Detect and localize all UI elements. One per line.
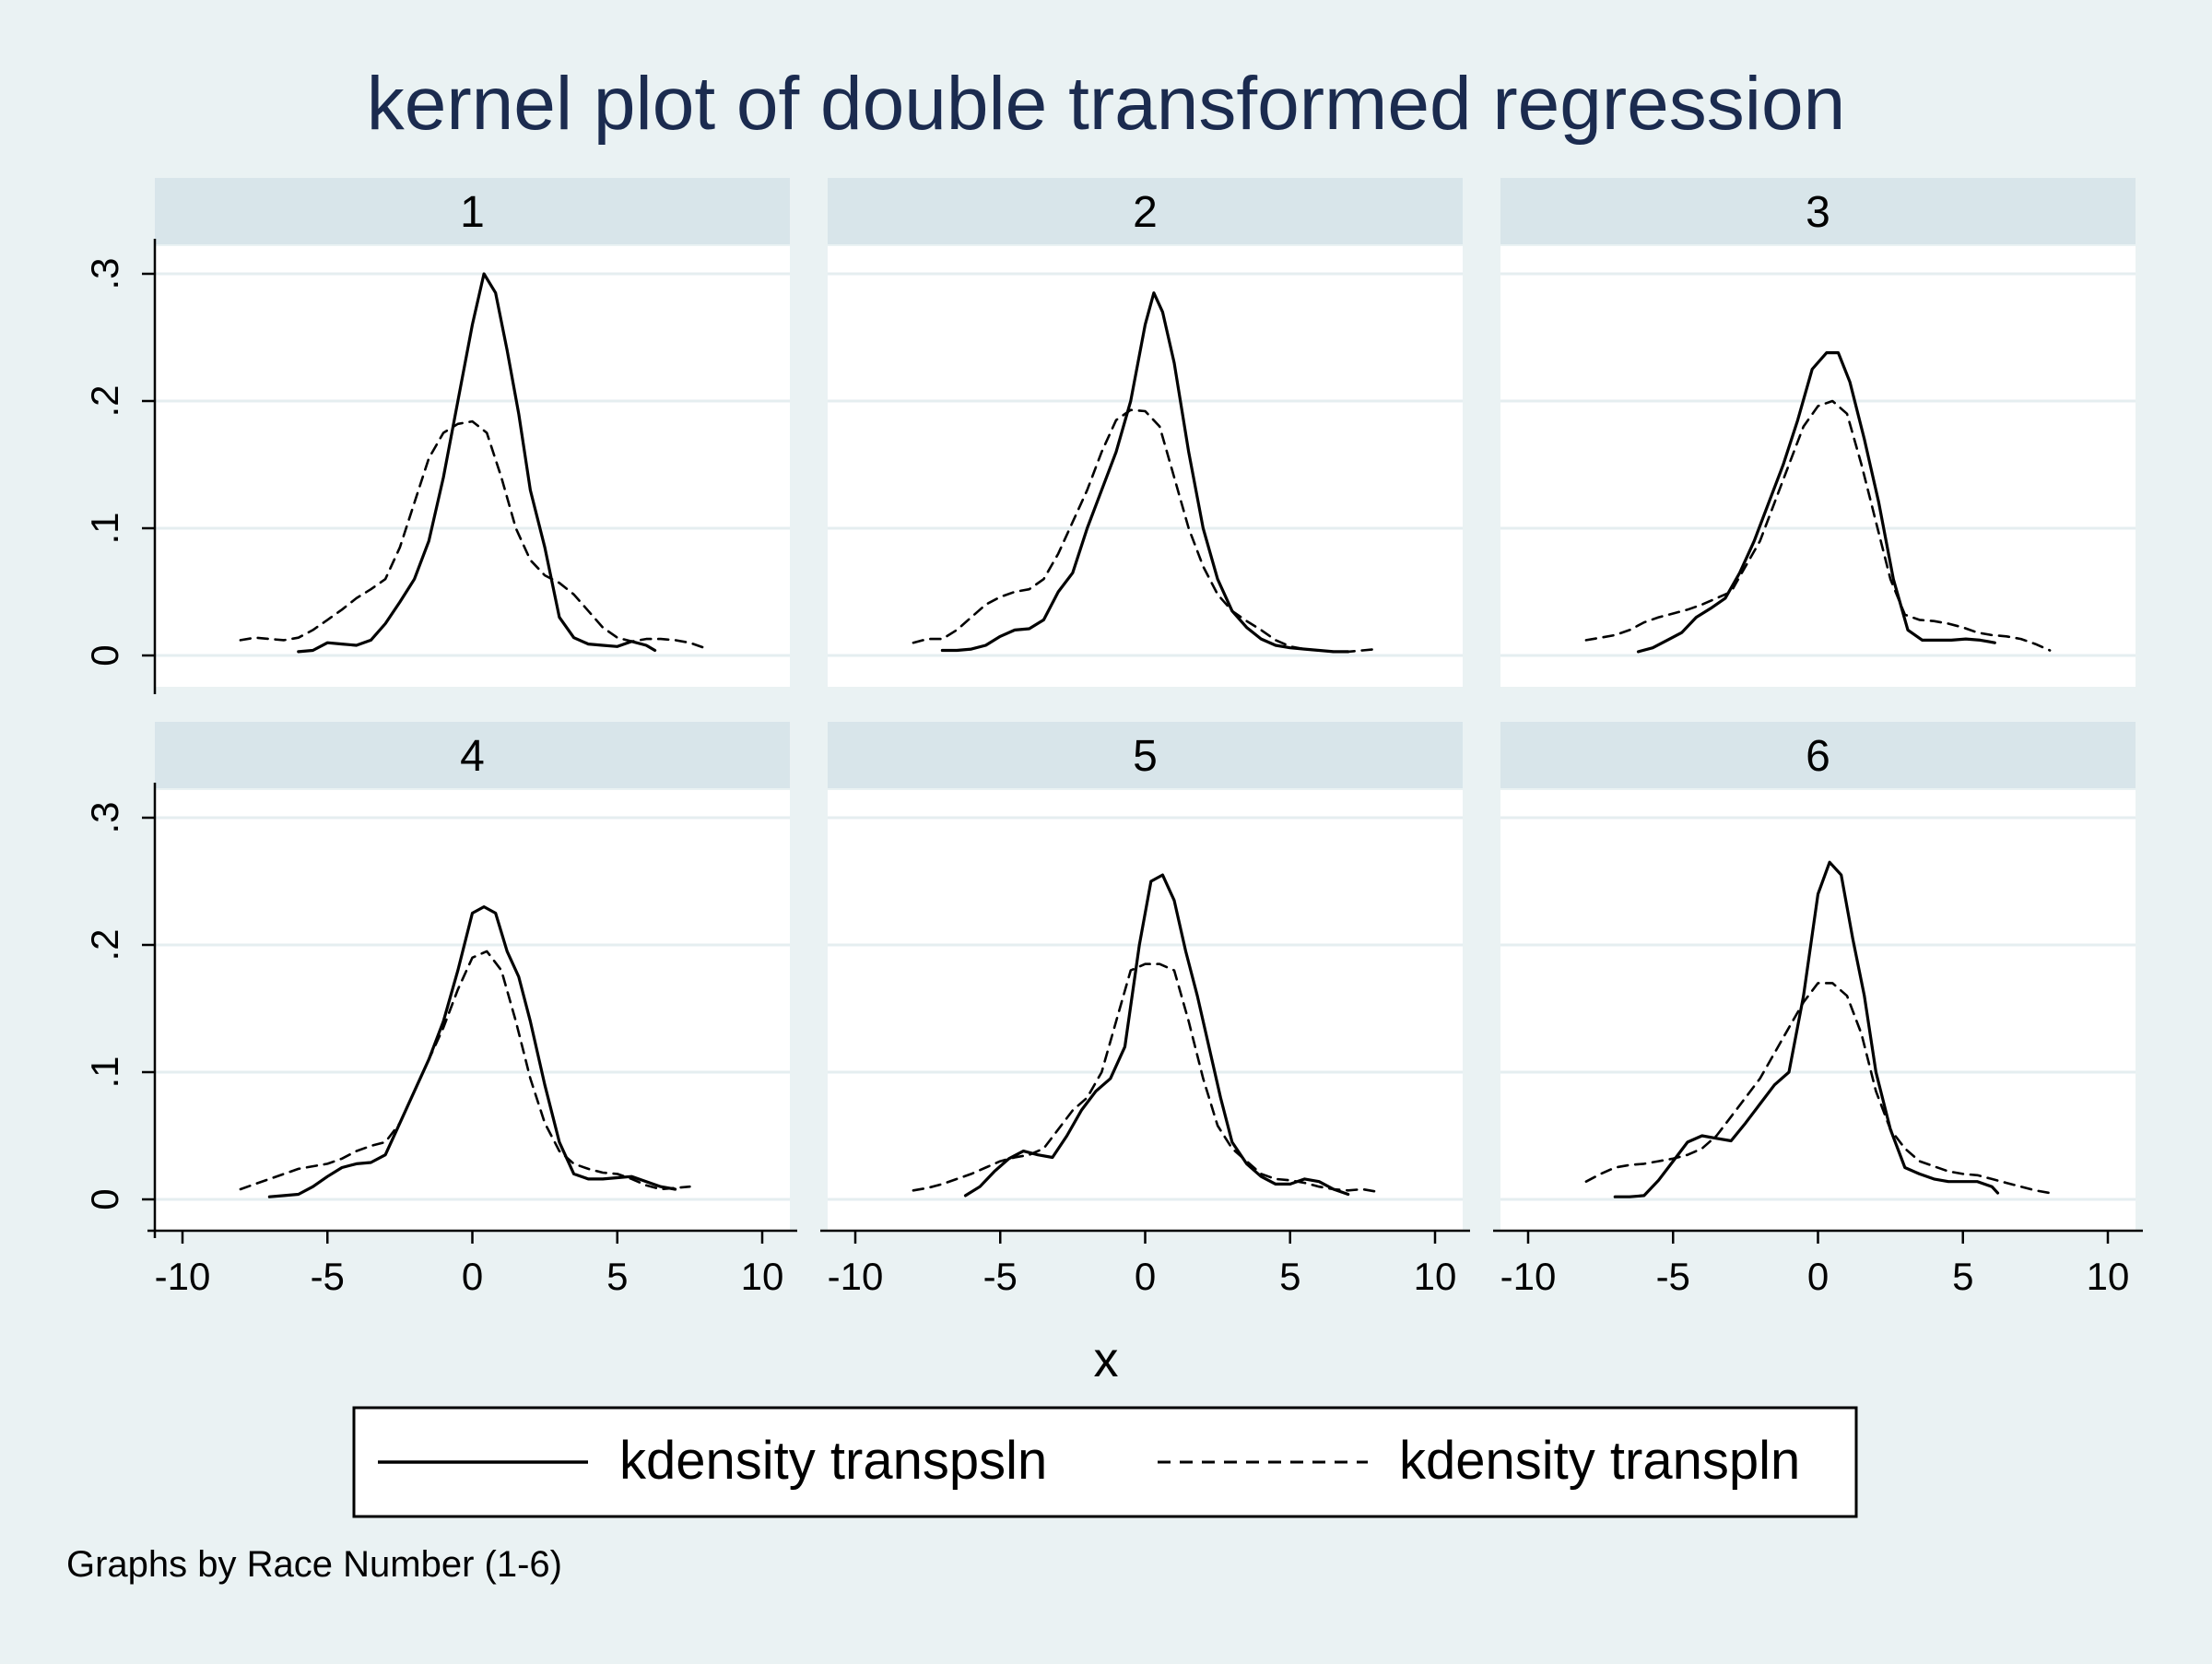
series-line-transpsln <box>940 291 1350 654</box>
x-tick-label: -5 <box>983 1255 1018 1298</box>
panel-strip <box>155 178 790 244</box>
panel-label: 5 <box>1133 732 1158 781</box>
panel-strip <box>1500 178 2136 244</box>
panel-label: 6 <box>1806 732 1830 781</box>
panel-4: 4 0 .1 .2 .3 -10 -5 0 5 10 <box>83 722 797 1298</box>
y-tick-label: 0 <box>83 1188 126 1210</box>
x-tick-label: 0 <box>1807 1255 1829 1298</box>
x-tick-label: 0 <box>462 1255 483 1298</box>
x-tick-label: 5 <box>1952 1255 1973 1298</box>
x-tick-label: 10 <box>2087 1255 2130 1298</box>
series-line-transpsln <box>1636 351 1996 654</box>
legend-frame <box>352 1406 1858 1518</box>
x-tick-label: -10 <box>1500 1255 1557 1298</box>
series-line-transpln <box>239 419 706 649</box>
series-line-transpsln <box>1613 860 2000 1198</box>
y-tick-label: 0 <box>83 644 126 666</box>
legend-label-solid: kdensity transpsln <box>619 1431 1047 1491</box>
plot-area <box>155 246 790 687</box>
panel-strip <box>828 722 1463 788</box>
series-line-transpln <box>239 950 691 1191</box>
y-tick-label: .3 <box>83 257 126 289</box>
series-line-transpsln <box>267 905 677 1198</box>
x-tick-label: 5 <box>1279 1255 1300 1298</box>
x-tick-label: 5 <box>606 1255 628 1298</box>
x-tick-label: -10 <box>828 1255 884 1298</box>
panel-5: 5 -10 -5 0 5 10 <box>820 722 1470 1298</box>
series-line-transpsln <box>297 272 657 654</box>
panels: 10.1.2.32 340.1.2.3-10 -5 0 5 105-10 -5 0 5 106-1… <box>83 178 2143 1298</box>
plot-area <box>828 790 1463 1231</box>
panel-label: 2 <box>1133 188 1158 237</box>
panel-3: 3 <box>1500 178 2136 687</box>
panel-label: 4 <box>460 732 485 781</box>
x-tick-label: -10 <box>155 1255 211 1298</box>
plot-area <box>155 790 790 1231</box>
x-axis-title: x <box>1094 1332 1119 1387</box>
panel-strip <box>1500 722 2136 788</box>
panel-6: 6 -10 -5 0 5 10 <box>1493 722 2143 1298</box>
x-tick-label: 0 <box>1135 1255 1156 1298</box>
x-tick-label: -5 <box>1656 1255 1690 1298</box>
y-tick-label: .1 <box>83 512 126 544</box>
plot-area <box>1500 790 2136 1231</box>
series-line-transpln <box>912 962 1379 1193</box>
x-tick-label: 10 <box>1414 1255 1457 1298</box>
x-tick-label: -5 <box>311 1255 345 1298</box>
panel-strip <box>155 722 790 788</box>
chart-note: Graphs by Race Number (1-6) <box>66 1544 562 1585</box>
y-tick-label: .2 <box>83 384 126 417</box>
legend-label-dashed: kdensity transpln <box>1399 1431 1800 1491</box>
y-tick-label: .1 <box>83 1056 126 1088</box>
series-line-transpln <box>1584 399 2052 652</box>
panel-strip <box>828 178 1463 244</box>
panel-label: 1 <box>460 188 485 237</box>
panel-2: 2 <box>828 178 1463 687</box>
x-tick-label: 10 <box>741 1255 784 1298</box>
panel-1: 1 0 .1 .2 .3 <box>83 178 790 694</box>
series-line-transpln <box>912 408 1379 654</box>
legend: kdensity transpsln kdensity transpln <box>352 1406 1858 1518</box>
y-tick-label: .3 <box>83 801 126 833</box>
plot-area <box>1500 246 2136 687</box>
series-line-transpln <box>1584 982 2052 1195</box>
plot-area <box>828 246 1463 687</box>
chart-title: kernel plot of double transformed regres… <box>367 62 1845 146</box>
panel-label: 3 <box>1806 188 1830 237</box>
y-tick-label: .2 <box>83 928 126 961</box>
